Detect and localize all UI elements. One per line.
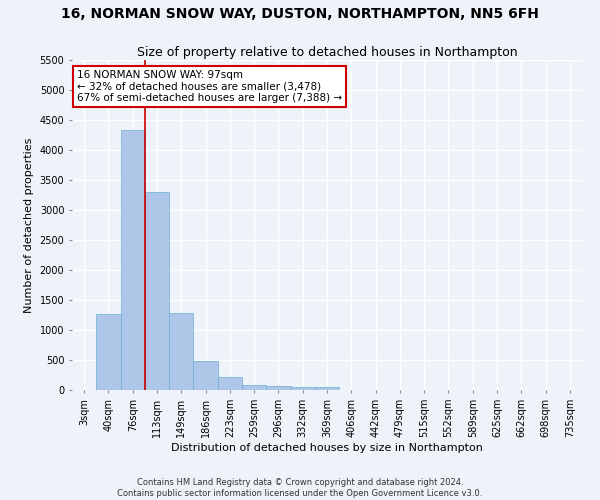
Bar [169,313,193,390]
Bar [96,314,121,390]
Bar [121,130,145,390]
Bar [145,192,169,390]
Bar [290,387,315,390]
X-axis label: Distribution of detached houses by size in Northampton: Distribution of detached houses by size … [171,442,483,452]
Bar [266,386,290,390]
Text: 16, NORMAN SNOW WAY, DUSTON, NORTHAMPTON, NN5 6FH: 16, NORMAN SNOW WAY, DUSTON, NORTHAMPTON… [61,8,539,22]
Text: Contains HM Land Registry data © Crown copyright and database right 2024.
Contai: Contains HM Land Registry data © Crown c… [118,478,482,498]
Title: Size of property relative to detached houses in Northampton: Size of property relative to detached ho… [137,46,517,59]
Text: 16 NORMAN SNOW WAY: 97sqm
← 32% of detached houses are smaller (3,478)
67% of se: 16 NORMAN SNOW WAY: 97sqm ← 32% of detac… [77,70,342,103]
Bar [218,378,242,390]
Bar [315,387,339,390]
Bar [193,360,218,390]
Bar [242,384,266,390]
Y-axis label: Number of detached properties: Number of detached properties [24,138,34,312]
